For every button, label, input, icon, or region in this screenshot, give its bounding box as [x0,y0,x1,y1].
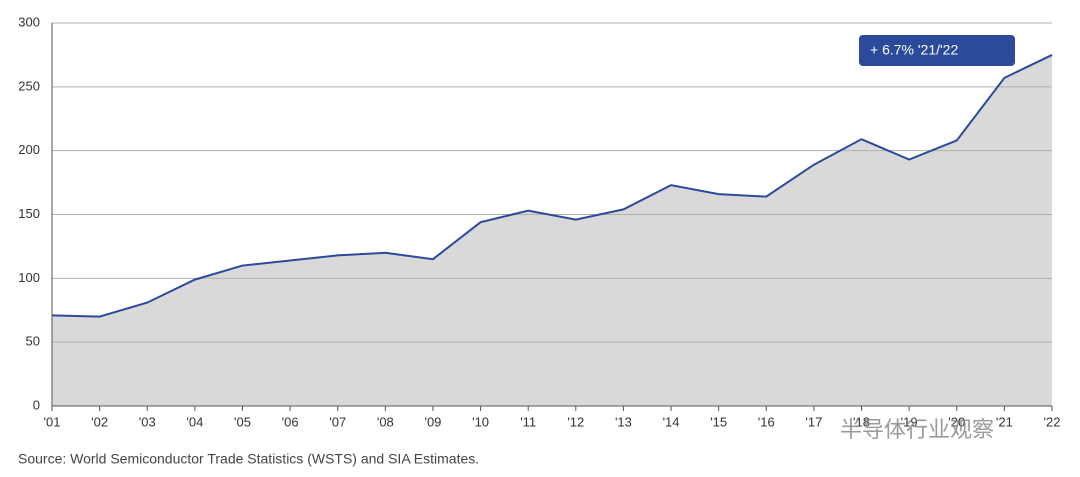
line [51,54,1053,318]
x-tick-label: '09 [424,414,441,429]
x-tick-label: '19 [901,414,918,429]
y-tick-label: 0 [33,397,40,412]
plot-area: 0 50 100 150 200 250 300 '01 '02 '03 '04 '05 '06 '07 '… [18,14,1060,429]
x-tick-label: '10 [472,414,489,429]
x-tick-label: '07 [329,414,346,429]
x-tick-label: '18 [853,414,870,429]
y-tick-label: 100 [18,270,40,285]
source: Source: World Semiconductor Trade Statis… [18,451,479,467]
x-tick-label: '21 [996,414,1013,429]
y-tick-label: 300 [18,14,40,29]
annotation-box [859,35,1015,66]
x-tick-label: '02 [91,414,108,429]
x-tick-label: '20 [948,414,965,429]
x-tick-label: '06 [282,414,299,429]
y-tick-label: 250 [18,78,40,93]
x-tick-label: '11 [520,414,536,429]
x-tick-label: '12 [567,414,584,429]
x-tick-label: '03 [139,414,156,429]
x-tick-label: '05 [234,414,251,429]
annotation: + 6.7% '21/'22 [870,42,958,58]
x-tick-label: '15 [710,414,727,429]
x-tick-label: '14 [663,414,680,429]
x-tick-label: '04 [186,414,203,429]
x-tick-label: '17 [805,414,822,429]
y-tick-label: 200 [18,142,40,157]
watermark: 半导体行业观察 [840,417,994,442]
area [52,54,1052,407]
y-tick-label: 150 [18,206,40,221]
x-tick-label: '13 [615,414,632,429]
x-tick-label: '01 [44,414,61,429]
x-tick-label: '16 [758,414,775,429]
x-tick-label: '08 [377,414,394,429]
x-tick-label: '22 [1044,414,1061,429]
y-tick-label: 50 [26,334,40,349]
